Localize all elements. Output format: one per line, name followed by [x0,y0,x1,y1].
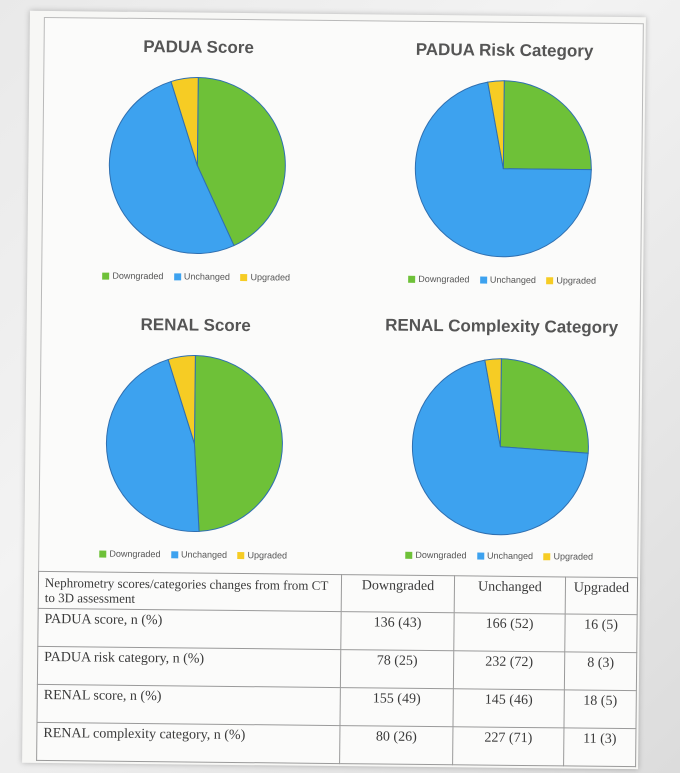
legend-label: Unchanged [183,271,231,282]
pie-renal-complexity-category [411,358,589,536]
cell-downgraded: 80 (26) [339,725,453,765]
row-label: RENAL score, n (%) [37,684,341,726]
legend-label: Unchanged [486,550,534,562]
legend-swatch [476,552,485,560]
chart-padua-risk-category: PADUA Risk Category Downgraded Unchanged… [352,27,655,300]
legend-label: Unchanged [489,274,536,286]
legend-item-downgraded: Downgraded [102,270,164,282]
legend-swatch [546,277,554,285]
legend-label: Upgraded [250,272,291,283]
slide-sheet: PADUA Score Downgraded Unchanged Upgrade… [22,10,646,770]
pie-padua-score [108,77,286,255]
legend-item-upgraded: Upgraded [237,550,288,561]
pie-slice-unchanged [411,359,589,536]
legend-item-downgraded: Downgraded [99,548,161,560]
legend-label: Downgraded [418,273,470,285]
legend-label: Downgraded [415,549,467,561]
chart-title: PADUA Risk Category [415,39,594,61]
legend-swatch [479,276,487,284]
legend-item-downgraded: Downgraded [408,273,470,285]
legend-swatch [173,273,181,281]
chart-legend: Downgraded Unchanged Upgraded [349,549,649,562]
legend-item-unchanged: Unchanged [170,549,228,560]
chart-legend: Downgraded Unchanged Upgraded [43,548,343,561]
row-label: PADUA score, n (%) [37,608,342,650]
legend-label: Upgraded [553,551,594,562]
chart-title: RENAL Score [140,314,251,336]
cell-unchanged: 227 (71) [452,726,564,766]
nephrometry-table: Nephrometry scores/categories changes fr… [36,570,639,768]
table-row: PADUA risk category, n (%) 78 (25) 232 (… [37,646,637,691]
legend-swatch [543,553,551,561]
cell-upgraded: 18 (5) [563,689,637,729]
chart-legend: Downgraded Unchanged Upgraded [46,270,346,283]
pie-renal-score [106,355,283,532]
legend-label: Downgraded [109,548,161,560]
table-row: RENAL score, n (%) 155 (49) 145 (46) 18 … [37,684,637,729]
cell-unchanged: 145 (46) [452,688,565,728]
cell-unchanged: 166 (52) [453,612,566,652]
legend-item-unchanged: Unchanged [479,274,536,286]
pie-slice-unchanged [106,358,200,532]
pie-slice-upgraded [484,358,502,447]
legend-label: Unchanged [180,549,228,560]
row-label: PADUA risk category, n (%) [37,646,341,688]
legend-label: Upgraded [556,275,597,286]
chart-title: PADUA Score [143,36,254,58]
cell-downgraded: 78 (25) [340,649,454,689]
chart-renal-score: RENAL Score Downgraded Unchanged Upgrade… [43,300,346,573]
pie-slice-upgraded [170,77,199,166]
cell-downgraded: 155 (49) [339,687,454,727]
pie-slice-downgraded [196,77,286,247]
table-row: RENAL complexity category, n (%) 80 (26)… [36,722,636,767]
cell-upgraded: 11 (3) [563,727,636,767]
table-header-downgraded: Downgraded [341,574,455,613]
pie-slice-downgraded [502,80,592,171]
table-header-upgraded: Upgraded [565,576,638,615]
legend-label: Upgraded [247,550,288,561]
cell-unchanged: 232 (72) [453,650,565,690]
table-row: PADUA score, n (%) 136 (43) 166 (52) 16 … [37,608,638,653]
chart-padua-score: PADUA Score Downgraded Unchanged Upgrade… [46,24,349,297]
cell-upgraded: 16 (5) [564,613,638,653]
cell-upgraded: 8 (3) [564,651,637,691]
legend-item-upgraded: Upgraded [543,551,594,562]
pie-slice-upgraded [487,80,505,169]
pie-slice-upgraded [167,355,196,444]
legend-swatch [408,275,416,283]
legend-label: Downgraded [112,270,164,282]
chart-legend: Downgraded Unchanged Upgraded [352,273,652,286]
legend-swatch [237,551,245,560]
table-header-row: Nephrometry scores/categories changes fr… [38,571,638,615]
chart-renal-complexity-category: RENAL Complexity Category Downgraded Unc… [349,303,652,576]
row-label: RENAL complexity category, n (%) [36,722,340,764]
legend-item-upgraded: Upgraded [546,275,596,286]
legend-swatch [405,551,413,559]
legend-item-upgraded: Upgraded [240,272,290,283]
legend-swatch [170,551,179,559]
legend-item-unchanged: Unchanged [476,550,534,562]
legend-swatch [240,274,248,282]
chart-title: RENAL Complexity Category [385,315,619,337]
pie-slice-unchanged [414,81,592,258]
cell-downgraded: 136 (43) [340,611,455,651]
legend-item-downgraded: Downgraded [405,549,467,561]
pie-slice-downgraded [499,358,589,454]
pie-slice-downgraded [193,355,283,532]
pie-slice-unchanged [108,80,235,255]
charts-panel: PADUA Score Downgraded Unchanged Upgrade… [38,16,644,582]
legend-swatch [102,272,110,280]
legend-swatch [99,550,107,558]
table-header-unchanged: Unchanged [454,575,566,614]
table-header-description: Nephrometry scores/categories changes fr… [38,571,342,612]
pie-padua-risk-category [414,80,592,258]
legend-item-unchanged: Unchanged [173,271,231,282]
